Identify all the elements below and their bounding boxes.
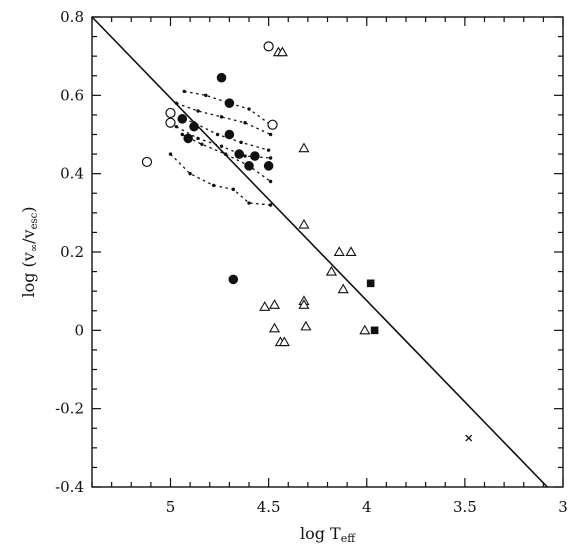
track-point	[268, 203, 273, 207]
track-point	[204, 93, 208, 98]
cross-point	[465, 434, 473, 442]
track-point	[223, 152, 228, 156]
open-circle-point	[141, 156, 153, 168]
y-tick-label: 0.4	[60, 165, 84, 183]
y-axis-label-main: log (v	[19, 252, 38, 297]
x-tick-label: 4	[362, 498, 372, 516]
plot-frame	[91, 16, 564, 488]
open-triangle-point	[359, 324, 371, 335]
x-tick-label: 5	[166, 498, 176, 516]
filled-circle-point	[189, 121, 199, 132]
evolution-track	[184, 90, 271, 126]
track-point	[219, 115, 224, 119]
open-circle-point	[165, 107, 176, 119]
y-tick-label: 0.2	[60, 243, 84, 261]
open-triangle-point	[268, 322, 281, 333]
y-tick-label: -0.4	[55, 478, 84, 496]
x-axis-label: log Teff	[300, 524, 356, 545]
open-triangle-point	[268, 299, 281, 309]
plot-border	[91, 16, 564, 488]
y-tick-label: 0.8	[60, 8, 84, 26]
track-point	[247, 201, 251, 205]
cross-stroke	[465, 434, 473, 442]
x-axis-label-main: log T	[300, 524, 341, 543]
open-triangle-point	[298, 218, 310, 229]
track-point	[196, 109, 200, 113]
y-tick-label: -0.2	[55, 400, 84, 418]
open-triangle-point	[298, 142, 310, 153]
y-tick-label: 0	[74, 321, 84, 339]
track-point	[219, 144, 224, 148]
track-point	[268, 179, 273, 184]
y-axis-label-sub2: esc	[29, 212, 40, 229]
open-triangle-point	[337, 283, 349, 294]
axis-ticks	[91, 16, 564, 488]
fit-line-layer	[91, 16, 548, 488]
y-axis-label: log (v∞/vesc)	[19, 206, 40, 297]
filled-circle-point	[224, 129, 235, 140]
open-triangle-point	[298, 299, 310, 309]
open-triangle-point	[259, 301, 271, 311]
evolution-track	[170, 153, 271, 206]
track-point	[174, 101, 179, 105]
open-triangle-point	[333, 246, 345, 256]
filled-circle-point	[263, 161, 274, 171]
open-triangle-point	[300, 320, 312, 331]
marker-layer	[141, 41, 473, 442]
track-point	[188, 171, 192, 176]
open-triangle-point	[325, 265, 337, 276]
filled-circle-point	[250, 151, 260, 161]
filled-circle-point	[216, 72, 227, 83]
track-point	[231, 187, 235, 192]
filled-square-point	[370, 326, 379, 335]
track-point	[168, 152, 173, 156]
track-layer	[168, 89, 273, 207]
track-point	[200, 142, 204, 146]
filled-circle-point	[228, 274, 239, 285]
filled-circle-point	[177, 114, 188, 124]
filled-square-point	[366, 279, 375, 288]
track-point	[174, 124, 179, 129]
x-tick-label: 3	[558, 498, 568, 516]
track-point	[196, 136, 200, 141]
track-point	[215, 132, 220, 137]
open-circle-point	[267, 119, 278, 130]
y-tick-label: 0.6	[60, 86, 84, 104]
track-point	[247, 107, 251, 111]
y-axis-label-mid: /v	[19, 229, 38, 243]
track-point	[182, 89, 186, 94]
filled-circle-point	[234, 149, 244, 159]
filled-circle-point	[244, 161, 254, 171]
track-point	[243, 154, 247, 158]
open-circle-point	[165, 117, 176, 128]
filled-circle-point	[183, 133, 193, 144]
track-point	[239, 140, 243, 145]
y-axis-label-end: )	[19, 206, 38, 212]
track-point	[211, 183, 216, 188]
filled-circle-point	[224, 98, 235, 108]
open-circle-point	[263, 41, 274, 52]
track-point	[266, 148, 271, 152]
track-point	[180, 132, 184, 137]
open-triangle-point	[276, 46, 288, 57]
x-tick-label: 3.5	[453, 498, 477, 516]
open-triangle-point	[278, 336, 290, 347]
open-triangle-point	[345, 246, 357, 256]
y-axis-label-sub1: ∞	[29, 244, 40, 252]
track-point	[268, 156, 273, 160]
x-axis-label-sub: eff	[341, 532, 357, 545]
label-layer: log Teff log (v∞/vesc) 0.8 0.6 0.4 0.2 0 -0.2…	[19, 8, 568, 545]
fit-line	[91, 16, 548, 488]
track-point	[243, 121, 247, 125]
x-tick-label: 4.5	[257, 498, 281, 516]
track-point	[268, 132, 273, 137]
